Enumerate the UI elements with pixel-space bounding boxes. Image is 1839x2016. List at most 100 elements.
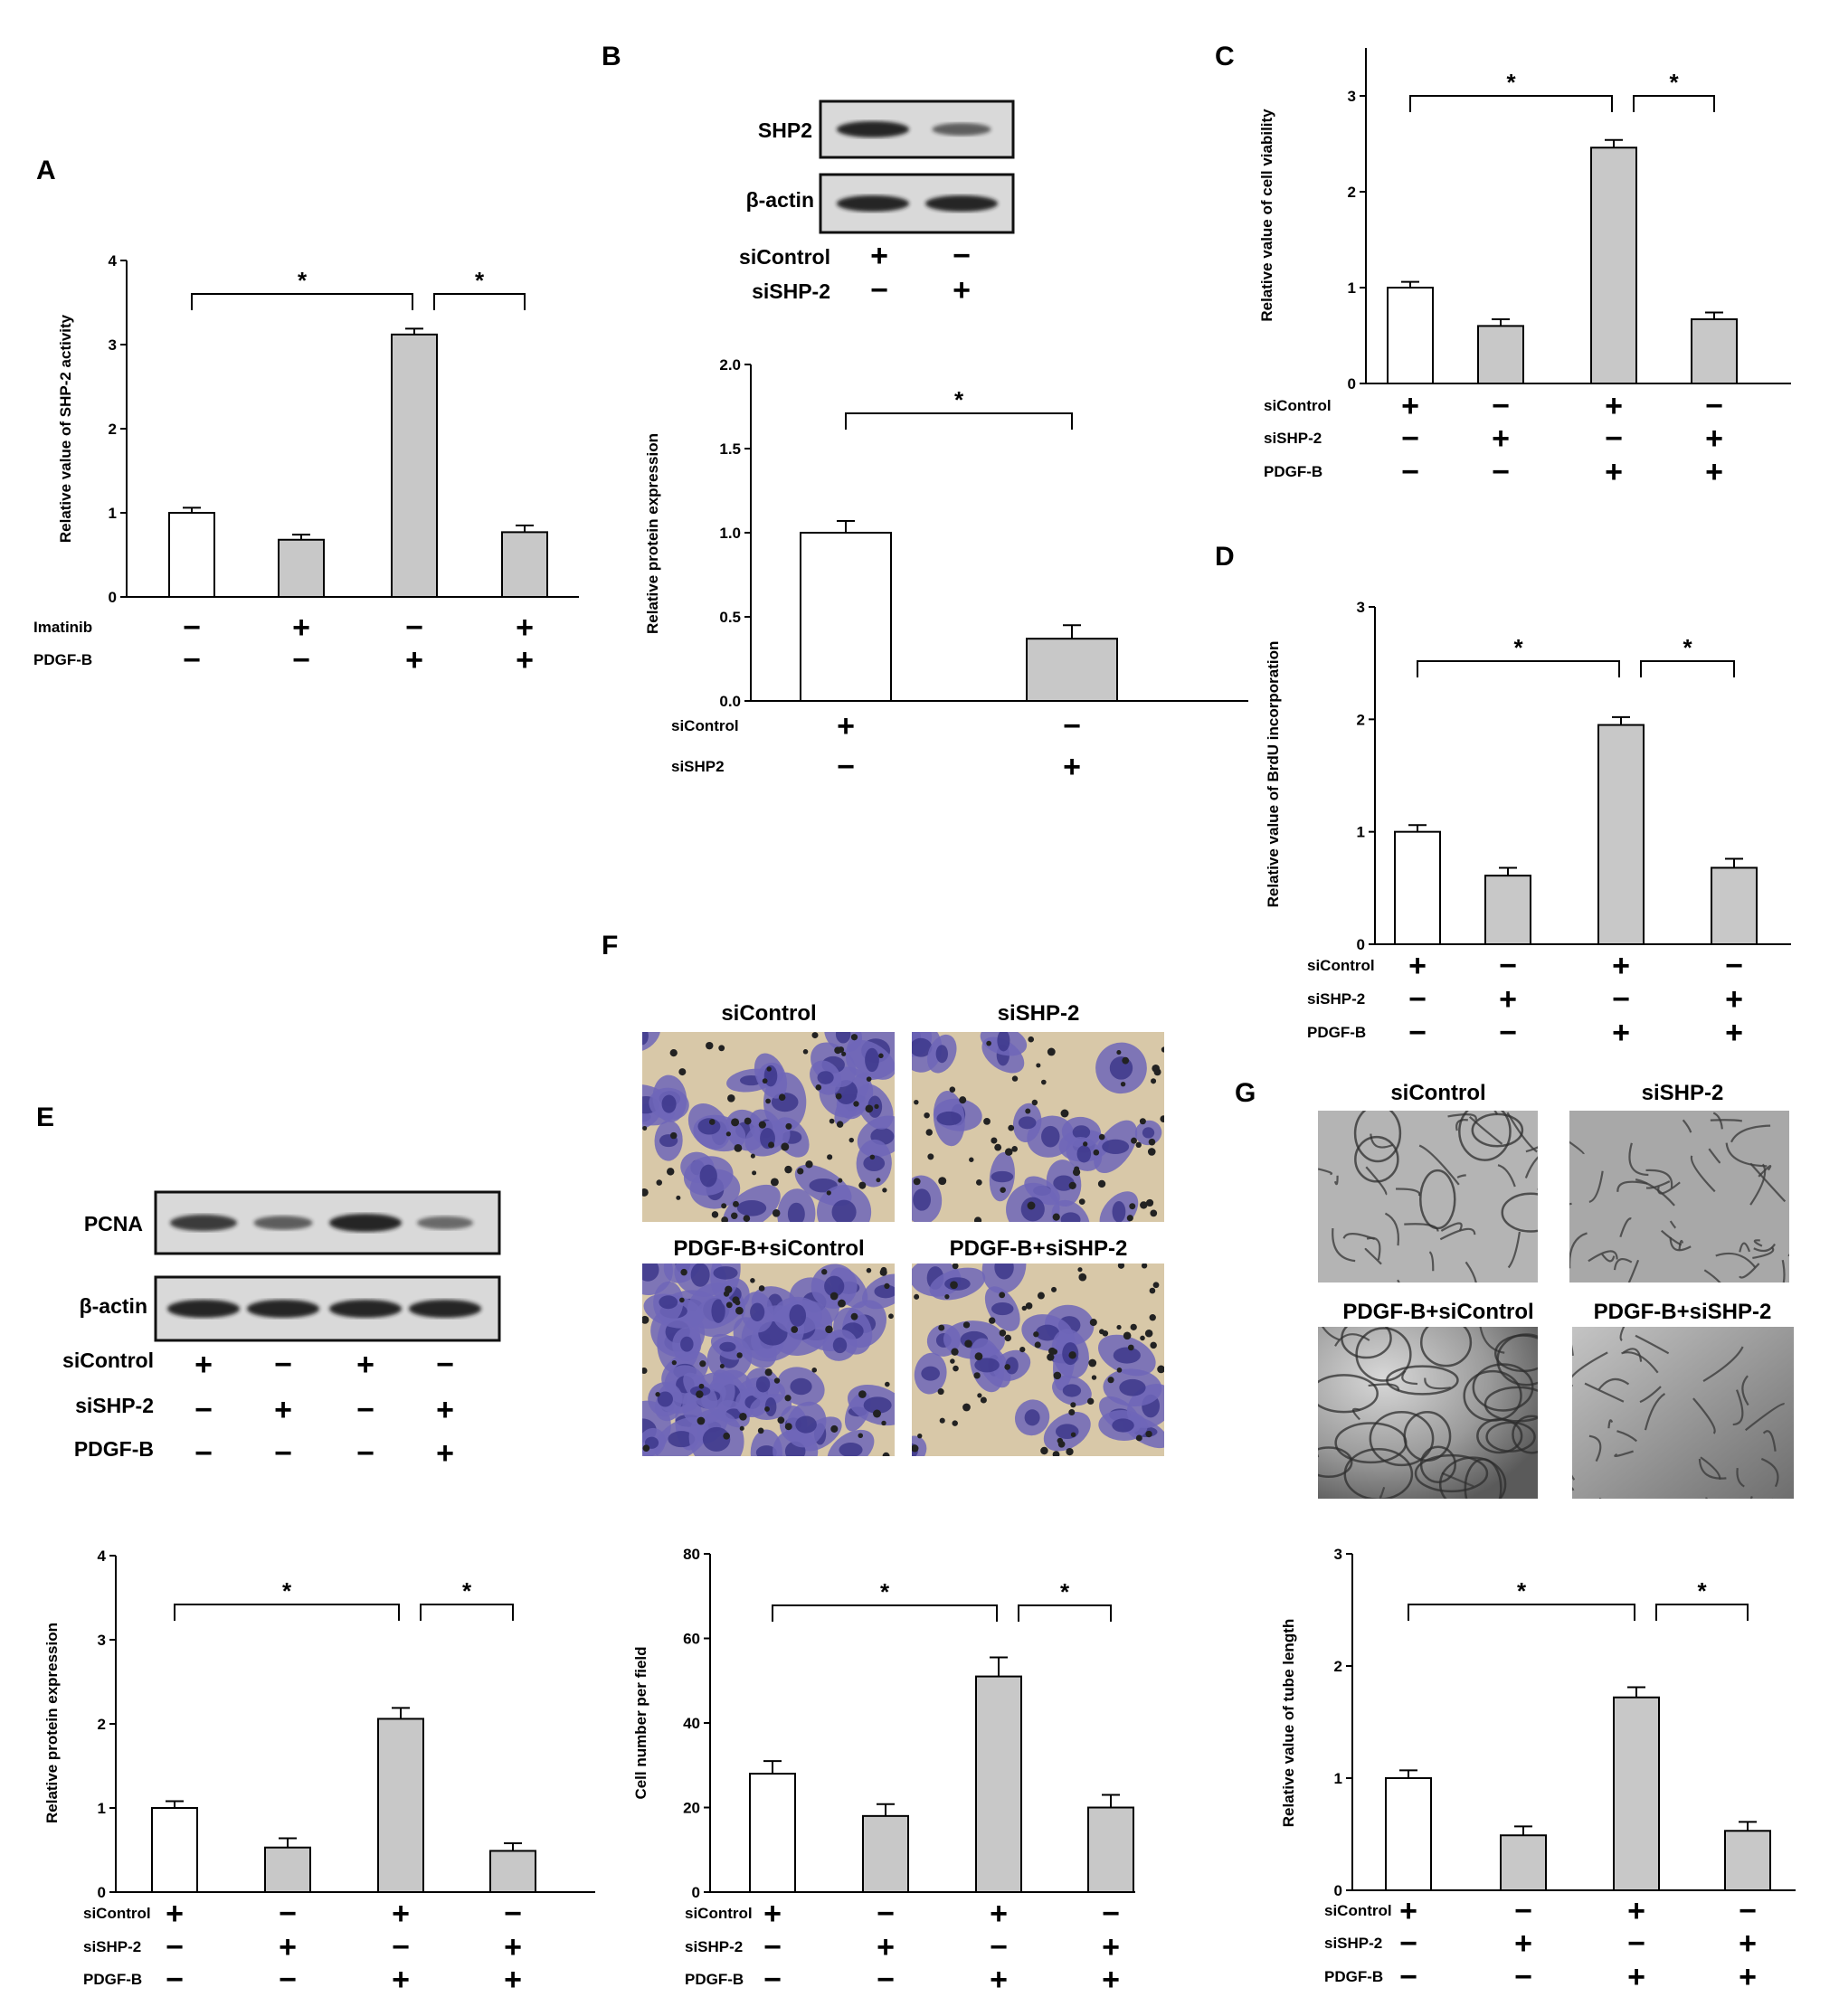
membrane-pore	[735, 1300, 741, 1306]
membrane-pore	[850, 1034, 858, 1041]
condition-sign: +	[1605, 455, 1623, 489]
membrane-pore	[666, 1168, 675, 1176]
membrane-pore	[1078, 1198, 1085, 1205]
membrane-pore	[655, 1391, 660, 1397]
panel-letter-f: F	[602, 931, 618, 961]
tube-segment	[1601, 1253, 1616, 1263]
significance-star: *	[1060, 1578, 1070, 1605]
micrograph-content	[642, 1264, 895, 1456]
membrane-pore	[853, 1101, 859, 1107]
cell-nucleus	[1041, 1125, 1060, 1148]
condition-sign: −	[1605, 421, 1623, 456]
tube-segment	[1669, 1236, 1692, 1252]
membrane-pore	[669, 1048, 678, 1057]
condition-sign: +	[1399, 1894, 1417, 1928]
tube-segment	[1708, 1148, 1721, 1164]
bar	[862, 1814, 909, 1893]
tube-segment	[1588, 1434, 1602, 1462]
tube-segment	[1635, 1334, 1670, 1355]
significance-bracket	[1409, 95, 1613, 112]
tube-segment	[1710, 1119, 1743, 1122]
bar	[1597, 724, 1645, 945]
membrane-pore	[1040, 1446, 1048, 1455]
tube-segment	[1725, 1142, 1768, 1168]
y-axis-label: Cell number per field	[632, 1646, 649, 1799]
membrane-pore	[876, 1178, 881, 1183]
membrane-pore	[671, 1359, 677, 1366]
significance-bracket	[1655, 1604, 1749, 1621]
membrane-pore	[937, 1388, 944, 1396]
tube-segment	[1739, 1242, 1751, 1253]
y-tick-label: 1.0	[719, 525, 741, 542]
y-tick-label: 0	[692, 1884, 700, 1901]
membrane-pore	[777, 1416, 785, 1424]
membrane-pore	[825, 1325, 833, 1334]
membrane-pore	[1057, 1437, 1064, 1444]
tube-loop	[1341, 1327, 1392, 1359]
significance-bracket	[420, 1604, 514, 1621]
membrane-pore	[811, 1032, 819, 1039]
blot-b-sign: +	[953, 273, 971, 308]
blot-e-sign: −	[194, 1436, 213, 1471]
chart-e: 0 1 2 3 4 Relative protein expression * * siCont…	[43, 1547, 595, 1997]
condition-row-label: siControl	[83, 1905, 151, 1922]
bar	[1724, 1830, 1771, 1892]
membrane-pore	[1116, 1324, 1122, 1330]
tube-segment	[1569, 1232, 1588, 1269]
condition-sign: +	[1705, 455, 1723, 489]
membrane-pore	[1135, 1434, 1142, 1442]
membrane-pore	[784, 1395, 792, 1402]
membrane-pore	[1129, 1203, 1136, 1210]
significance-star: *	[462, 1577, 472, 1604]
membrane-pore	[752, 1170, 757, 1176]
chart-c: 0 1 2 3 Relative value of cell viability * * si…	[1258, 48, 1791, 489]
y-tick-label: 1.5	[719, 440, 741, 458]
condition-sign: −	[166, 1963, 184, 1997]
tube-segment	[1645, 1169, 1673, 1188]
membrane-pore	[953, 1365, 959, 1372]
membrane-pore	[950, 1358, 955, 1364]
y-tick-label: 2	[1348, 184, 1356, 201]
panel-letter-d: D	[1215, 542, 1235, 572]
blot-b-band-label-shp2: SHP2	[758, 118, 812, 142]
bar	[264, 1846, 311, 1893]
cell-nucleus	[831, 1199, 857, 1222]
membrane-pore	[784, 1165, 792, 1174]
membrane-pore	[1145, 1430, 1152, 1438]
y-tick-label: 3	[1348, 88, 1356, 105]
cell-nucleus	[736, 1199, 767, 1216]
tube-segment	[1730, 1124, 1771, 1143]
bar	[391, 333, 438, 598]
cell-nucleus	[991, 1302, 1014, 1316]
micrograph-frame	[1318, 1111, 1538, 1282]
membrane-pore	[642, 1315, 649, 1324]
membrane-pore	[669, 1131, 678, 1140]
condition-row-label: Imatinib	[33, 619, 92, 636]
tube-segment	[1682, 1119, 1692, 1133]
membrane-pore	[1091, 1375, 1097, 1380]
membrane-pore	[882, 1188, 887, 1193]
tube-segment	[1732, 1389, 1744, 1426]
condition-row-label: PDGF-B	[1264, 463, 1322, 480]
membrane-pore	[778, 1093, 786, 1101]
tube-segment	[1379, 1486, 1386, 1499]
cell-nucleus	[863, 1396, 892, 1414]
condition-sign: +	[990, 1963, 1008, 1997]
membrane-pore	[1036, 1063, 1041, 1068]
y-axis-label: Relative value of cell viability	[1258, 109, 1275, 322]
cell-nucleus	[991, 1170, 1014, 1183]
cell-nucleus	[913, 1188, 932, 1211]
membrane-pore	[815, 1084, 822, 1091]
significance-star: *	[1683, 634, 1692, 661]
membrane-pore	[1021, 1305, 1027, 1311]
condition-sign: +	[405, 643, 423, 677]
tube-segment	[1621, 1351, 1659, 1374]
membrane-pore	[1161, 1046, 1164, 1053]
membrane-pore	[768, 1141, 775, 1149]
membrane-pore	[698, 1383, 705, 1389]
cell-nucleus	[865, 1047, 879, 1073]
tube-segment	[1781, 1259, 1786, 1282]
blot-band	[417, 1216, 473, 1230]
tube-segment	[1739, 1263, 1760, 1279]
cell-nucleus	[1018, 1116, 1037, 1130]
